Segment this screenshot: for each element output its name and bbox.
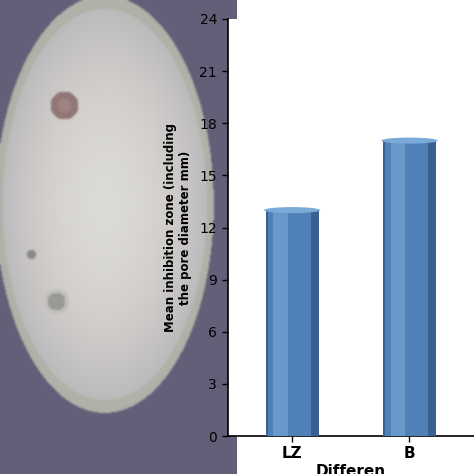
Bar — [268, 210, 316, 436]
Bar — [273, 210, 288, 436]
X-axis label: Differen: Differen — [316, 464, 386, 474]
Bar — [265, 210, 273, 436]
Bar — [311, 210, 319, 436]
Y-axis label: Mean inhibition zone (including
the pore diameter mm): Mean inhibition zone (including the pore… — [164, 123, 192, 332]
Bar — [391, 141, 405, 436]
Bar — [383, 141, 391, 436]
Bar — [385, 141, 434, 436]
Ellipse shape — [264, 207, 320, 213]
Ellipse shape — [382, 137, 438, 144]
Bar — [428, 141, 436, 436]
